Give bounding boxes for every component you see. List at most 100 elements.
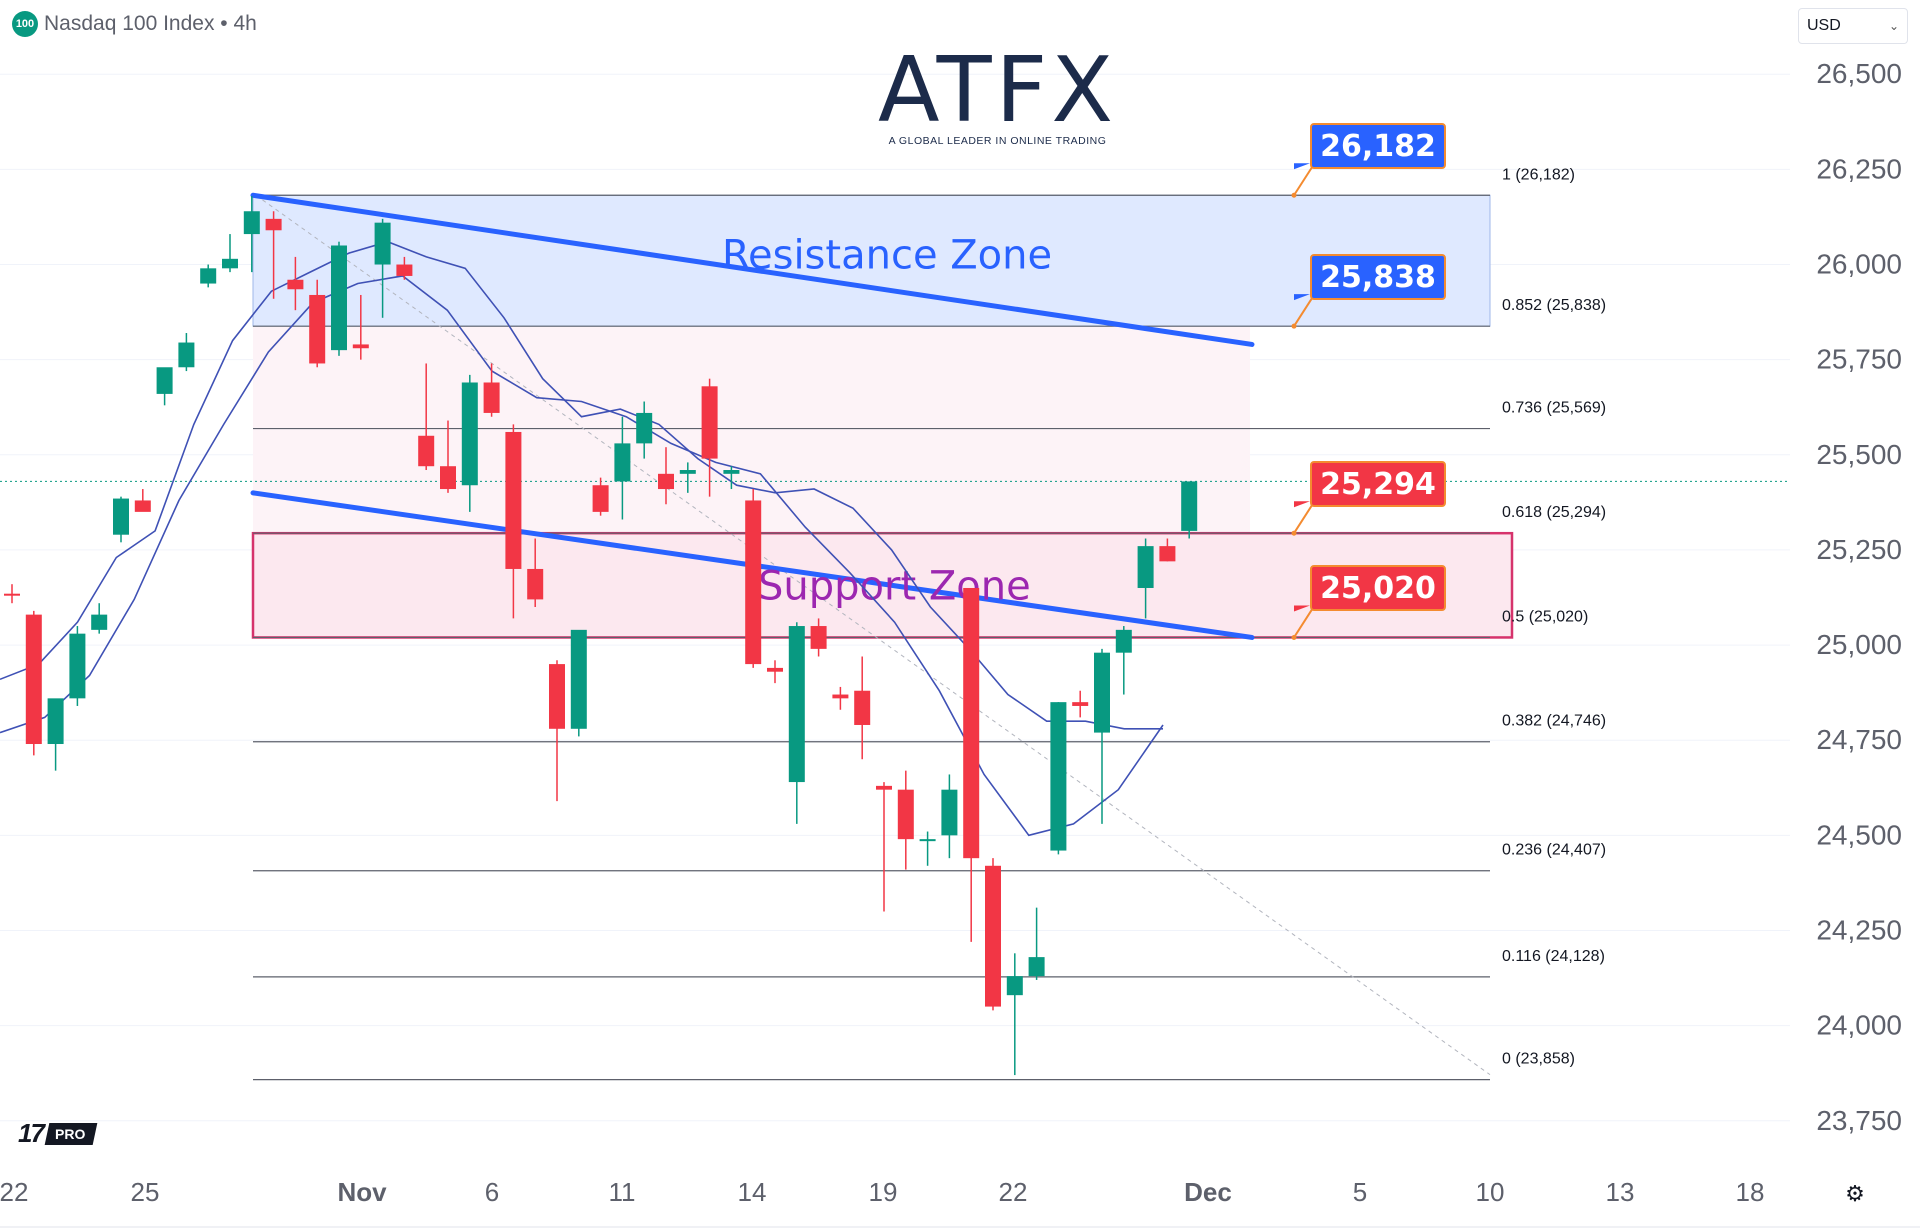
candle-body xyxy=(265,218,282,231)
callout-anchor xyxy=(1291,634,1297,640)
candle xyxy=(69,626,86,706)
y-tick-label: 26,250 xyxy=(1816,153,1902,184)
candle xyxy=(854,656,871,760)
candle-body xyxy=(243,211,260,235)
candle xyxy=(91,603,108,634)
y-tick-label: 24,750 xyxy=(1816,724,1902,755)
candle-body xyxy=(1028,957,1045,977)
candle-body xyxy=(309,294,326,364)
chevron-down-icon: ⌄ xyxy=(1888,19,1899,33)
candle-body xyxy=(1181,481,1198,531)
y-tick-label: 23,750 xyxy=(1816,1105,1902,1136)
y-tick-label: 25,500 xyxy=(1816,439,1902,470)
fib-label: 0.382 (24,746) xyxy=(1502,713,1606,730)
candle-body xyxy=(134,500,151,512)
callout-tail xyxy=(1294,294,1310,301)
candle xyxy=(1115,626,1132,695)
candle-body xyxy=(483,382,500,413)
candle-body xyxy=(91,614,108,630)
x-tick-label: 22 xyxy=(0,1177,28,1207)
callout-tail xyxy=(1294,163,1310,170)
candle-body xyxy=(440,466,456,490)
candle-body xyxy=(222,258,238,269)
candle xyxy=(788,622,805,824)
currency-selector[interactable]: USD ⌄ xyxy=(1798,8,1908,44)
candle-body xyxy=(767,667,783,672)
candle-body xyxy=(331,245,347,351)
candle xyxy=(1028,907,1045,980)
candle xyxy=(440,420,456,493)
chart-header: 100 Nasdaq 100 Index • 4h xyxy=(12,10,257,38)
fib-label: 0.736 (25,569) xyxy=(1502,400,1606,417)
candle xyxy=(505,424,522,619)
callout-tail xyxy=(1294,605,1310,612)
candle xyxy=(701,378,718,497)
candle-body xyxy=(919,839,936,842)
candle-body xyxy=(1050,702,1067,851)
y-tick-label: 24,500 xyxy=(1816,819,1902,850)
candle xyxy=(331,241,347,356)
axes: 23,750 24,000 24,250 24,500 24,750 25,000 25,2… xyxy=(0,58,1920,1228)
gear-icon[interactable]: ⚙ xyxy=(1845,1181,1865,1206)
y-tick-label: 26,500 xyxy=(1816,58,1902,89)
candle xyxy=(200,264,217,288)
callout-pointer xyxy=(1293,504,1313,534)
price-callout[interactable]: 25,838 xyxy=(1310,254,1446,301)
candle-body xyxy=(4,593,20,596)
candle xyxy=(1072,690,1089,718)
candle xyxy=(483,363,500,417)
candle-body xyxy=(1094,652,1110,733)
candle xyxy=(134,489,151,512)
candle-body xyxy=(810,626,827,649)
candle xyxy=(374,218,391,318)
candle xyxy=(876,782,892,912)
candle-body xyxy=(570,629,587,729)
candle-body xyxy=(636,412,653,444)
tradingview-icon: 17 xyxy=(18,1118,45,1148)
candle xyxy=(461,374,478,512)
candle xyxy=(265,211,282,299)
candle-body xyxy=(897,789,914,840)
candle-body xyxy=(941,789,958,836)
fib-label: 0.236 (24,407) xyxy=(1502,842,1606,859)
candle-body xyxy=(527,568,544,600)
fib-label: 0.852 (25,838) xyxy=(1502,297,1606,314)
price-callout[interactable]: 26,182 xyxy=(1310,123,1446,170)
candle xyxy=(549,660,565,802)
candle xyxy=(679,462,696,493)
candle xyxy=(832,686,849,710)
candle-body xyxy=(963,587,980,859)
candle xyxy=(963,587,980,942)
candle-body xyxy=(461,382,478,486)
candle xyxy=(723,466,740,490)
candle-body xyxy=(788,626,805,783)
candle xyxy=(745,489,762,668)
candle xyxy=(287,256,304,311)
y-tick-label: 26,000 xyxy=(1816,249,1902,280)
chart-title[interactable]: Nasdaq 100 Index • 4h xyxy=(44,12,257,35)
support-zone-label: Support Zone xyxy=(758,563,1031,609)
candle xyxy=(570,629,587,737)
callout-pointer xyxy=(1293,166,1313,196)
candle-body xyxy=(47,698,64,745)
zones xyxy=(251,194,1514,639)
callout-anchor xyxy=(1291,192,1297,198)
candle xyxy=(4,584,20,604)
candle-body xyxy=(592,485,609,512)
candle-body xyxy=(985,865,1001,1007)
candle xyxy=(919,831,936,866)
price-callout[interactable]: 25,020 xyxy=(1310,565,1446,612)
candle xyxy=(47,698,64,771)
candle-body xyxy=(374,222,391,265)
price-callout[interactable]: 25,294 xyxy=(1310,461,1446,508)
x-tick-label: 10 xyxy=(1476,1177,1505,1207)
callout-pointer xyxy=(1293,608,1313,638)
candle-body xyxy=(701,386,718,459)
candle-body xyxy=(658,473,674,490)
tradingview-pro-logo[interactable]: 17 PRO xyxy=(18,1118,98,1149)
y-tick-label: 25,250 xyxy=(1816,534,1902,565)
symbol-badge[interactable]: 100 xyxy=(12,11,38,37)
candle xyxy=(985,858,1001,1011)
x-tick-label: 14 xyxy=(738,1177,767,1207)
